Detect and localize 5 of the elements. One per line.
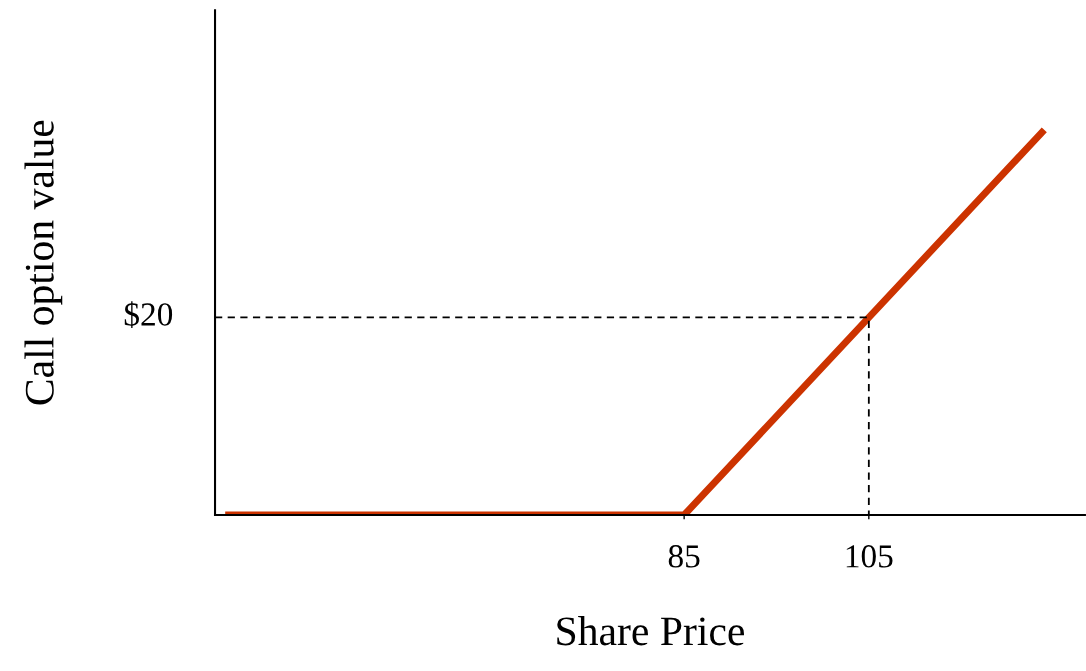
annotation: $20 <box>124 301 173 328</box>
x-tick-label: 85 <box>668 545 700 568</box>
x-axis-title: Share Price <box>557 616 744 646</box>
y-axis-title: Call option value <box>24 120 63 405</box>
x-tick-label: 105 <box>846 545 893 568</box>
